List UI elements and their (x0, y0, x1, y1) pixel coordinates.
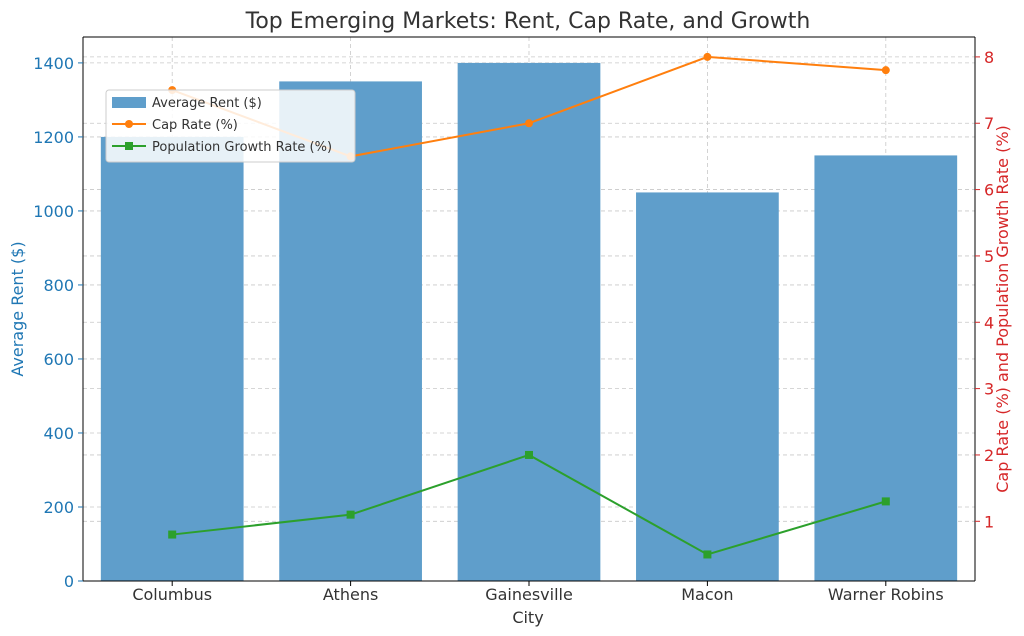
left-tick-label: 1000 (33, 202, 74, 221)
legend-marker-cap-rate (125, 120, 133, 128)
x-axis-label: City (512, 608, 543, 627)
legend-label-average-rent: Average Rent ($) (152, 96, 262, 111)
legend-label-population-growth-rate: Population Growth Rate (%) (152, 140, 332, 155)
left-tick-label: 400 (43, 424, 74, 443)
x-tick-label: Gainesville (485, 585, 573, 604)
left-tick-label: 1400 (33, 54, 74, 73)
point-population-growth-rate (881, 497, 890, 506)
point-cap-rate (881, 66, 890, 75)
left-tick-label: 200 (43, 498, 74, 517)
x-tick-label: Warner Robins (828, 585, 944, 604)
left-axis-label: Average Rent ($) (8, 241, 27, 376)
left-tick-label: 800 (43, 276, 74, 295)
right-tick-label: 3 (984, 380, 994, 399)
right-tick-label: 1 (984, 512, 994, 531)
point-cap-rate (703, 52, 712, 61)
left-tick-label: 0 (64, 572, 74, 591)
axes: 0 200 400 600 800 1000 1200 1400 1 2 3 4 5 6 7 8 Columbu… (33, 36, 994, 604)
x-tick-label: Columbus (132, 585, 212, 604)
legend-marker-population-growth-rate (125, 142, 133, 150)
legend-swatch-average-rent (112, 97, 146, 108)
x-tick-label: Macon (681, 585, 733, 604)
legend: Average Rent ($) Cap Rate (%) Population G… (105, 89, 356, 163)
point-population-growth-rate (346, 510, 355, 519)
right-tick-label: 7 (984, 114, 994, 133)
left-tick-label: 1200 (33, 128, 74, 147)
bar-columbus (100, 136, 244, 581)
x-tick-label: Athens (323, 585, 378, 604)
bar-gainesville (457, 62, 601, 581)
left-tick-label: 600 (43, 350, 74, 369)
right-tick-label: 8 (984, 48, 994, 67)
point-population-growth-rate (703, 550, 712, 559)
legend-label-cap-rate: Cap Rate (%) (152, 118, 238, 133)
right-tick-label: 6 (984, 181, 994, 200)
legend-box (105, 89, 356, 163)
chart-title: Top Emerging Markets: Rent, Cap Rate, an… (245, 9, 811, 34)
bar-macon (636, 192, 779, 581)
point-population-growth-rate (168, 530, 177, 539)
point-cap-rate (525, 119, 533, 128)
right-tick-label: 5 (984, 247, 994, 266)
right-axis-label: Cap Rate (%) and Population Growth Rate … (993, 125, 1012, 493)
right-tick-label: 2 (984, 446, 994, 465)
bar-warner-robins (814, 155, 958, 582)
point-population-growth-rate (525, 450, 533, 459)
right-tick-label: 4 (984, 313, 994, 332)
